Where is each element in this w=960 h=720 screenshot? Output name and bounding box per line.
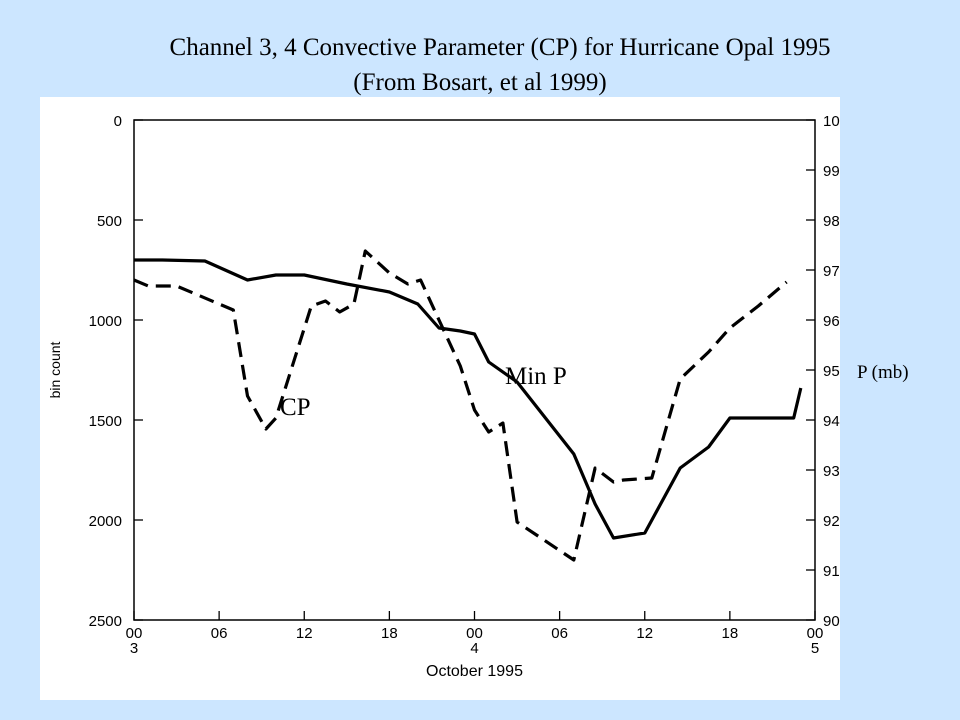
x-axis-label: October 1995 bbox=[426, 663, 523, 680]
right-tick-label: 96 bbox=[823, 313, 840, 330]
y-tick-label: 2000 bbox=[89, 513, 122, 530]
title-line-1: Channel 3, 4 Convective Parameter (CP) f… bbox=[169, 34, 831, 61]
y-tick-label: 1000 bbox=[89, 313, 122, 330]
x-tick-label: 18 bbox=[381, 625, 398, 642]
right-tick-label: 92 bbox=[823, 513, 840, 530]
annotation-cp: CP bbox=[280, 394, 311, 421]
y-tick-label: 1500 bbox=[89, 413, 122, 430]
y-tick-label: 0 bbox=[114, 113, 122, 130]
right-tick-label: 99 bbox=[823, 163, 840, 180]
x-day-label: 4 bbox=[470, 640, 478, 657]
x-tick-label: 06 bbox=[211, 625, 228, 642]
x-tick-label: 12 bbox=[296, 625, 313, 642]
x-tick-label: 18 bbox=[722, 625, 739, 642]
annotation-min-p: Min P bbox=[505, 363, 567, 390]
right-tick-label: 97 bbox=[823, 263, 840, 280]
x-tick-label: 00 bbox=[807, 625, 824, 642]
right-tick-label: 95 bbox=[823, 363, 840, 380]
x-day-label: 5 bbox=[811, 640, 819, 657]
right-tick-label: 94 bbox=[823, 413, 840, 430]
x-tick-label: 12 bbox=[636, 625, 653, 642]
series-line-cp bbox=[133, 249, 788, 562]
right-tick-label: 93 bbox=[823, 463, 840, 480]
right-tick-label: 91 bbox=[823, 563, 840, 580]
chart-panel: 0 500 1000 1500 2000 2500 bin count 10 99 98 97 96 9… bbox=[40, 97, 840, 700]
x-tick-label: 06 bbox=[551, 625, 568, 642]
right-axis-label: P (mb) bbox=[857, 362, 909, 383]
right-tick-label: 98 bbox=[823, 213, 840, 230]
title-line-2: (From Bosart, et al 1999) bbox=[353, 69, 607, 96]
x-day-label: 3 bbox=[130, 640, 138, 657]
series-line-min-p bbox=[134, 258, 803, 540]
y-axis-label: bin count bbox=[47, 341, 63, 398]
right-tick-label: 90 bbox=[823, 613, 840, 630]
x-tick-label: 00 bbox=[466, 625, 483, 642]
x-tick-label: 00 bbox=[126, 625, 143, 642]
y-tick-label: 2500 bbox=[89, 613, 122, 630]
y-tick-label: 500 bbox=[97, 213, 122, 230]
right-tick-label: 10 bbox=[823, 113, 840, 130]
plot-frame bbox=[133, 119, 816, 621]
slide-title: Channel 3, 4 Convective Parameter (CP) f… bbox=[0, 30, 960, 100]
